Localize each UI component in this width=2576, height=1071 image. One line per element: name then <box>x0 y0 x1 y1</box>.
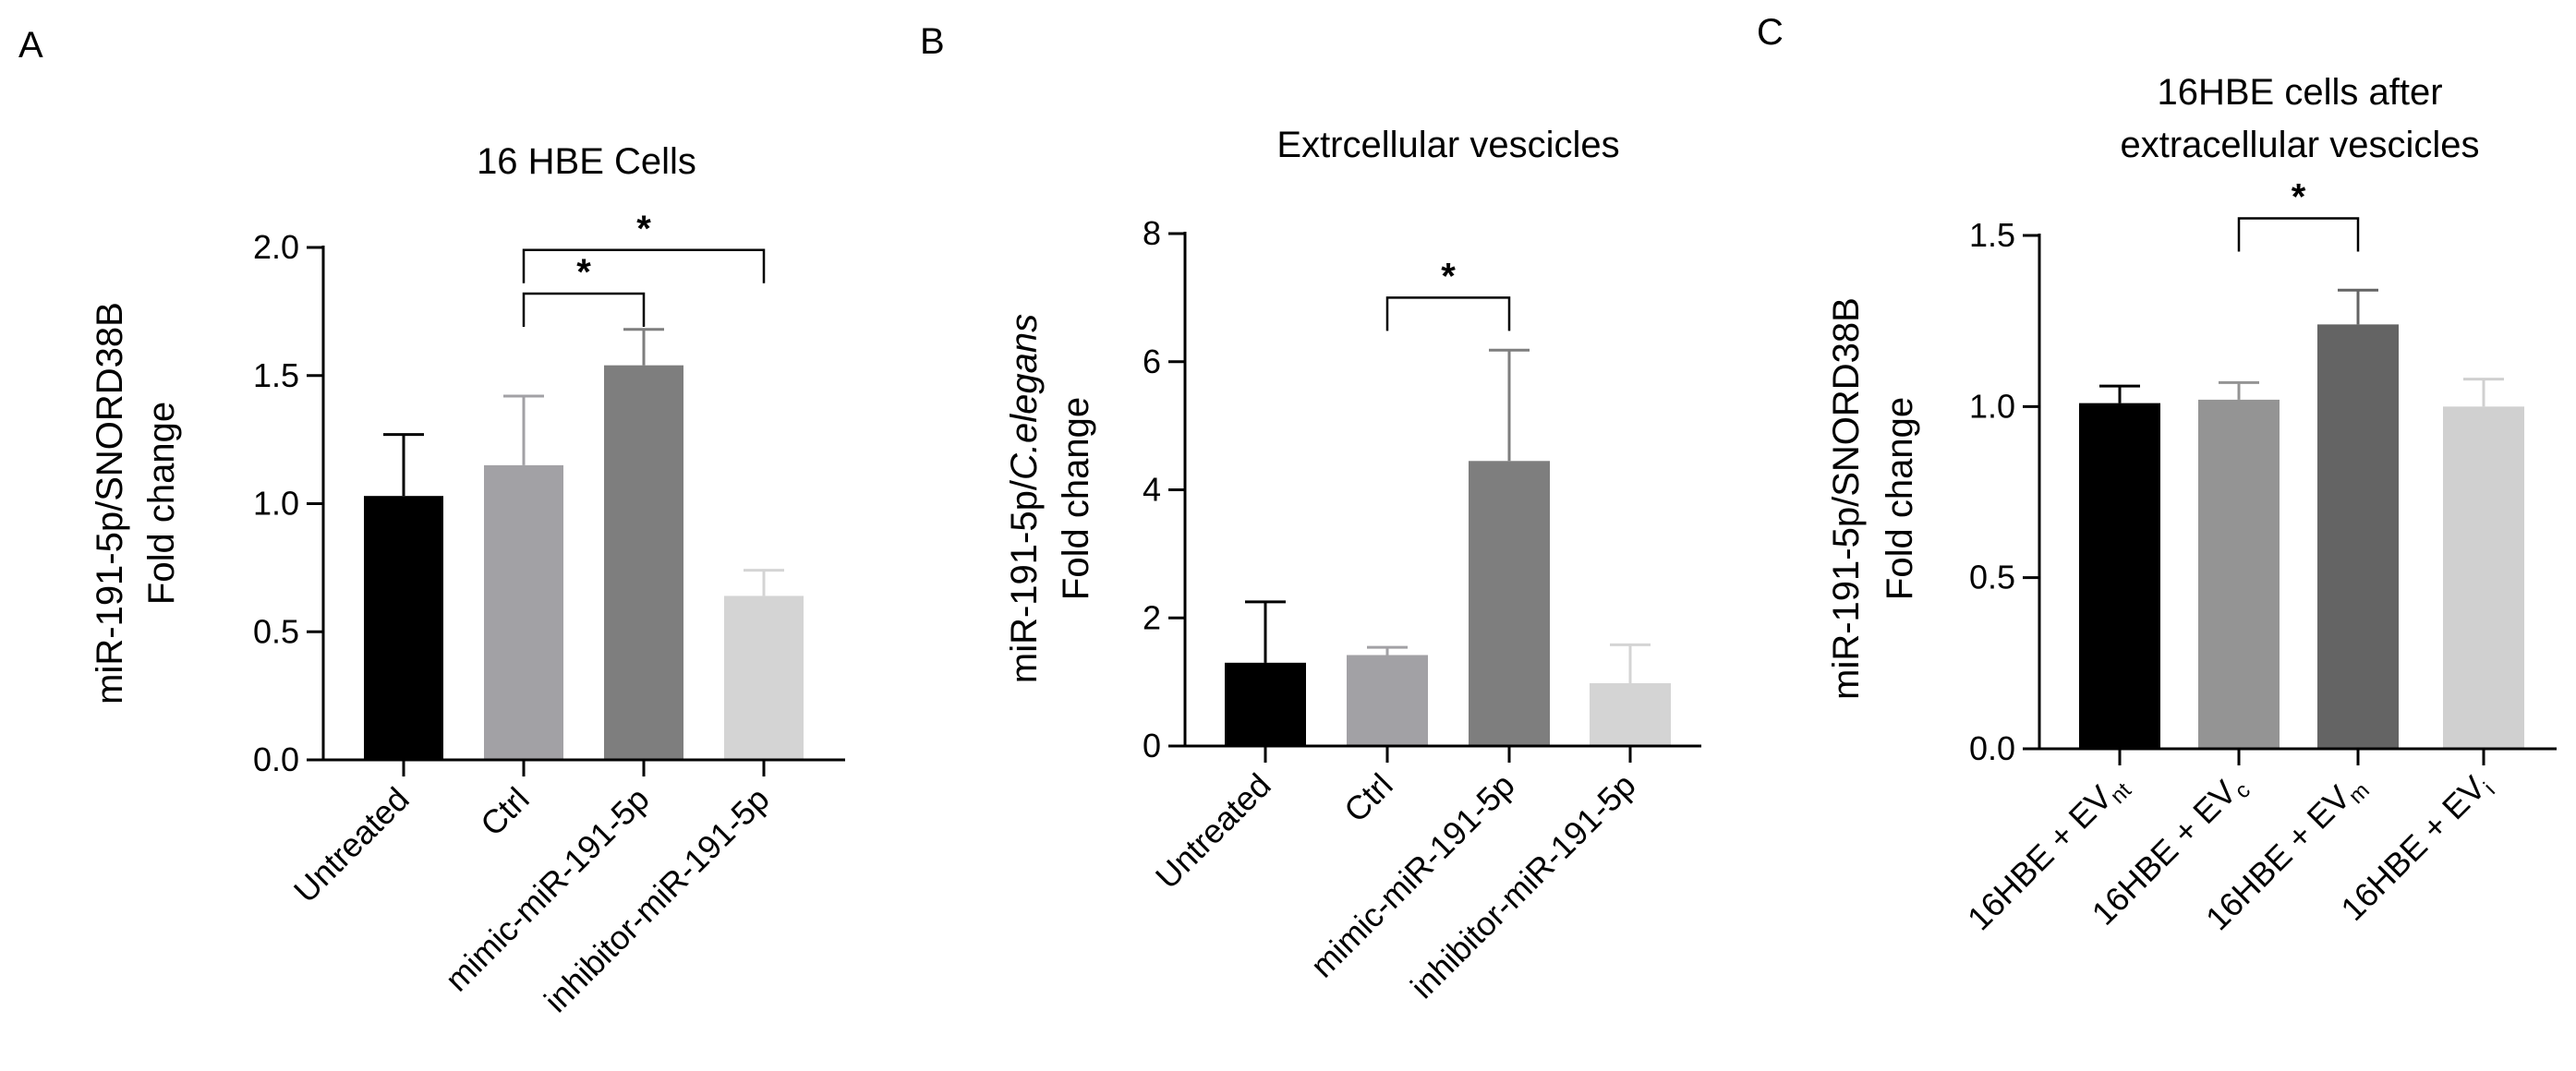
bar <box>1225 662 1306 746</box>
bar <box>1590 683 1671 746</box>
significance-star: * <box>1441 256 1456 296</box>
chart-title: 16 HBE Cells <box>477 141 696 182</box>
y-tick-label: 6 <box>1143 343 1161 380</box>
y-axis-label: miR-191-5p/C.elegans <box>1004 314 1045 683</box>
y-axis-label-plain: miR-191-5p/ <box>1004 479 1045 683</box>
x-tick-label: inhibitor-miR-191-5p <box>537 780 777 1020</box>
y-tick-label: 1.5 <box>253 356 299 394</box>
x-tick-label: inhibitor-miR-191-5p <box>1403 766 1643 1006</box>
significance-star: * <box>636 209 651 249</box>
y-tick-label: 0.5 <box>1969 559 2015 596</box>
chart-title: extracellular vescicles <box>2120 125 2479 165</box>
y-tick-label: 0.5 <box>253 612 299 650</box>
panel-c: C 16HBE cells after extracellular vescicle… <box>1757 12 2557 937</box>
bar <box>1347 655 1428 746</box>
y-axis-label-italic: C.elegans <box>1004 314 1045 480</box>
bar <box>2079 403 2160 749</box>
y-tick-label: 0.0 <box>253 740 299 778</box>
bar <box>2317 324 2399 749</box>
y-axis-label: miR-191-5p/SNORD38B <box>1826 297 1867 700</box>
y-tick-label: 4 <box>1143 471 1161 509</box>
bar <box>2443 406 2524 749</box>
significance-bracket <box>522 248 766 283</box>
y-axis-label: Fold change <box>1056 397 1096 600</box>
x-tick-label: mimic-miR-191-5p <box>438 780 657 999</box>
y-tick-label: 2 <box>1143 598 1161 636</box>
bar <box>1469 461 1550 746</box>
bar <box>2198 399 2280 749</box>
significance-bracket <box>1385 296 1511 331</box>
bar <box>724 596 804 760</box>
significance-star: * <box>2292 176 2306 217</box>
y-axis-label: Fold change <box>141 402 182 605</box>
y-tick-label: 0.0 <box>1969 729 2015 767</box>
panel-letter: B <box>920 21 945 62</box>
x-tick-label: Ctrl <box>473 780 537 844</box>
y-tick-label: 0 <box>1143 727 1161 764</box>
y-tick-label: 1.5 <box>1969 216 2015 254</box>
significance-bracket <box>2237 217 2360 252</box>
significance-star: * <box>576 252 591 293</box>
x-tick-label: Untreated <box>1148 766 1278 897</box>
x-tick-label: Ctrl <box>1336 766 1400 830</box>
chart-title: 16HBE cells after <box>2157 72 2442 113</box>
panel-letter: A <box>18 25 43 66</box>
significance-bracket <box>522 292 646 327</box>
y-tick-label: 1.0 <box>253 485 299 523</box>
y-axis-label: miR-191-5p/SNORD38B <box>90 302 130 704</box>
bar <box>484 464 563 760</box>
x-tick-label: mimic-miR-191-5p <box>1303 766 1522 985</box>
y-axis-label: Fold change <box>1880 397 1920 600</box>
y-tick-label: 8 <box>1143 214 1161 252</box>
panel-letter: C <box>1757 12 1784 53</box>
panel-b: B Extrcellular vescicles miR-191-5p/C.eleg… <box>920 21 1701 1005</box>
y-tick-label: 1.0 <box>1969 387 2015 425</box>
bar <box>604 365 683 760</box>
chart-title: Extrcellular vescicles <box>1276 125 1619 165</box>
panel-a: A 16 HBE Cells miR-191-5p/SNORD38B Fold cha… <box>18 25 845 1019</box>
bar <box>364 496 443 760</box>
y-tick-label: 2.0 <box>253 228 299 266</box>
x-tick-label: Untreated <box>286 780 417 910</box>
